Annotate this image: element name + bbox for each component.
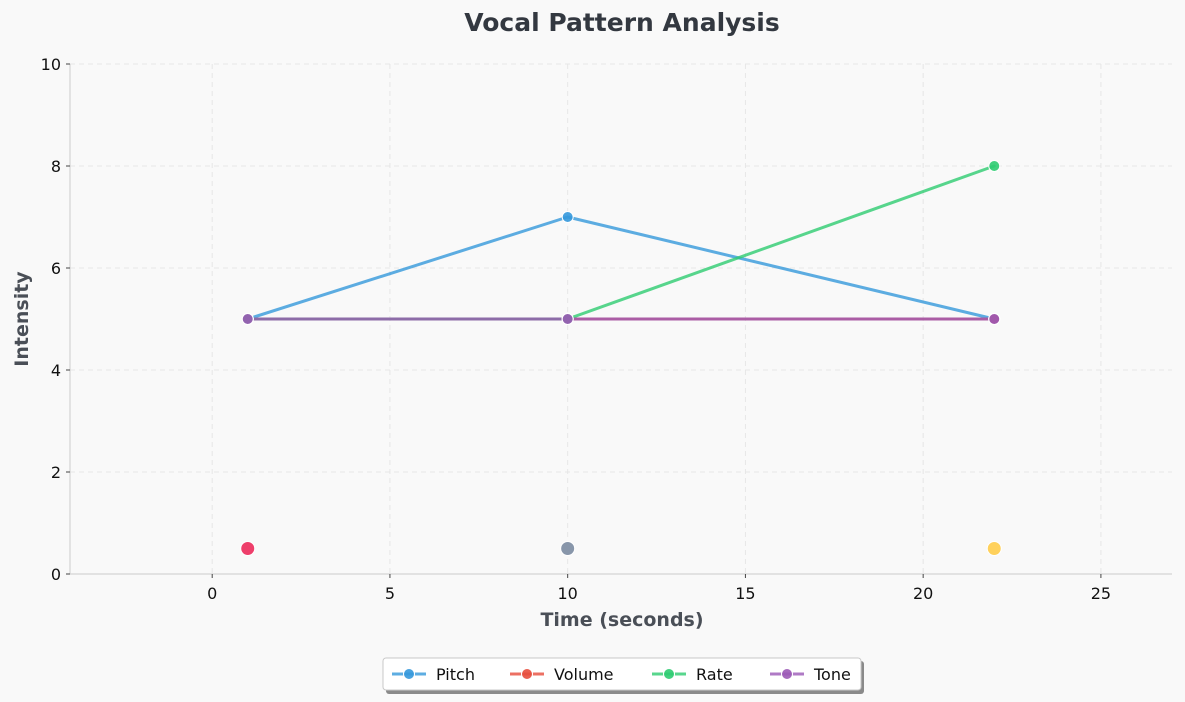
x-tick-label: 15 (735, 584, 755, 603)
marker-point (560, 541, 576, 556)
axes (69, 64, 1172, 575)
legend-items: Pitch Volume Rate Tone (392, 665, 851, 684)
legend-swatch-marker (403, 668, 415, 680)
data-point-tone (988, 313, 1001, 325)
legend-label: Tone (813, 665, 851, 684)
legend-swatch-marker (521, 668, 533, 680)
legend-swatch-marker (781, 668, 793, 680)
y-tick-label: 0 (51, 565, 61, 584)
legend-item-rate: Rate (652, 665, 733, 684)
data-point-rate (988, 160, 1001, 172)
legend-item-volume: Volume (510, 665, 614, 684)
y-tick-label: 4 (51, 361, 61, 380)
legend-box (382, 657, 862, 691)
data-point-tone (241, 313, 254, 325)
legend-label: Pitch (436, 665, 475, 684)
y-axis-label: Intensity (11, 271, 33, 367)
marker-point (240, 541, 256, 556)
legend: Pitch Volume Rate Tone (382, 657, 864, 694)
x-tick-label: 10 (557, 584, 577, 603)
x-tick-label: 5 (385, 584, 395, 603)
y-tick-label: 2 (51, 463, 61, 482)
x-tick-label: 20 (913, 584, 933, 603)
x-tick-label: 25 (1091, 584, 1111, 603)
chart-title: Vocal Pattern Analysis (464, 8, 780, 37)
ticks: 0 5 10 15 20 25 0 2 4 6 8 10 (41, 55, 1111, 603)
y-tick-label: 10 (41, 55, 61, 74)
y-tick-label: 6 (51, 259, 61, 278)
data-point-pitch (561, 211, 574, 223)
legend-item-tone: Tone (770, 665, 851, 684)
series-points (241, 160, 1001, 325)
x-axis-label: Time (seconds) (540, 609, 703, 631)
extra-markers (240, 541, 1002, 556)
marker-point (986, 541, 1002, 556)
legend-label: Rate (696, 665, 733, 684)
legend-item-pitch: Pitch (392, 665, 475, 684)
legend-swatch-marker (663, 668, 675, 680)
data-point-tone (561, 313, 574, 325)
y-tick-label: 8 (51, 157, 61, 176)
x-tick-label: 0 (207, 584, 217, 603)
legend-label: Volume (554, 665, 614, 684)
